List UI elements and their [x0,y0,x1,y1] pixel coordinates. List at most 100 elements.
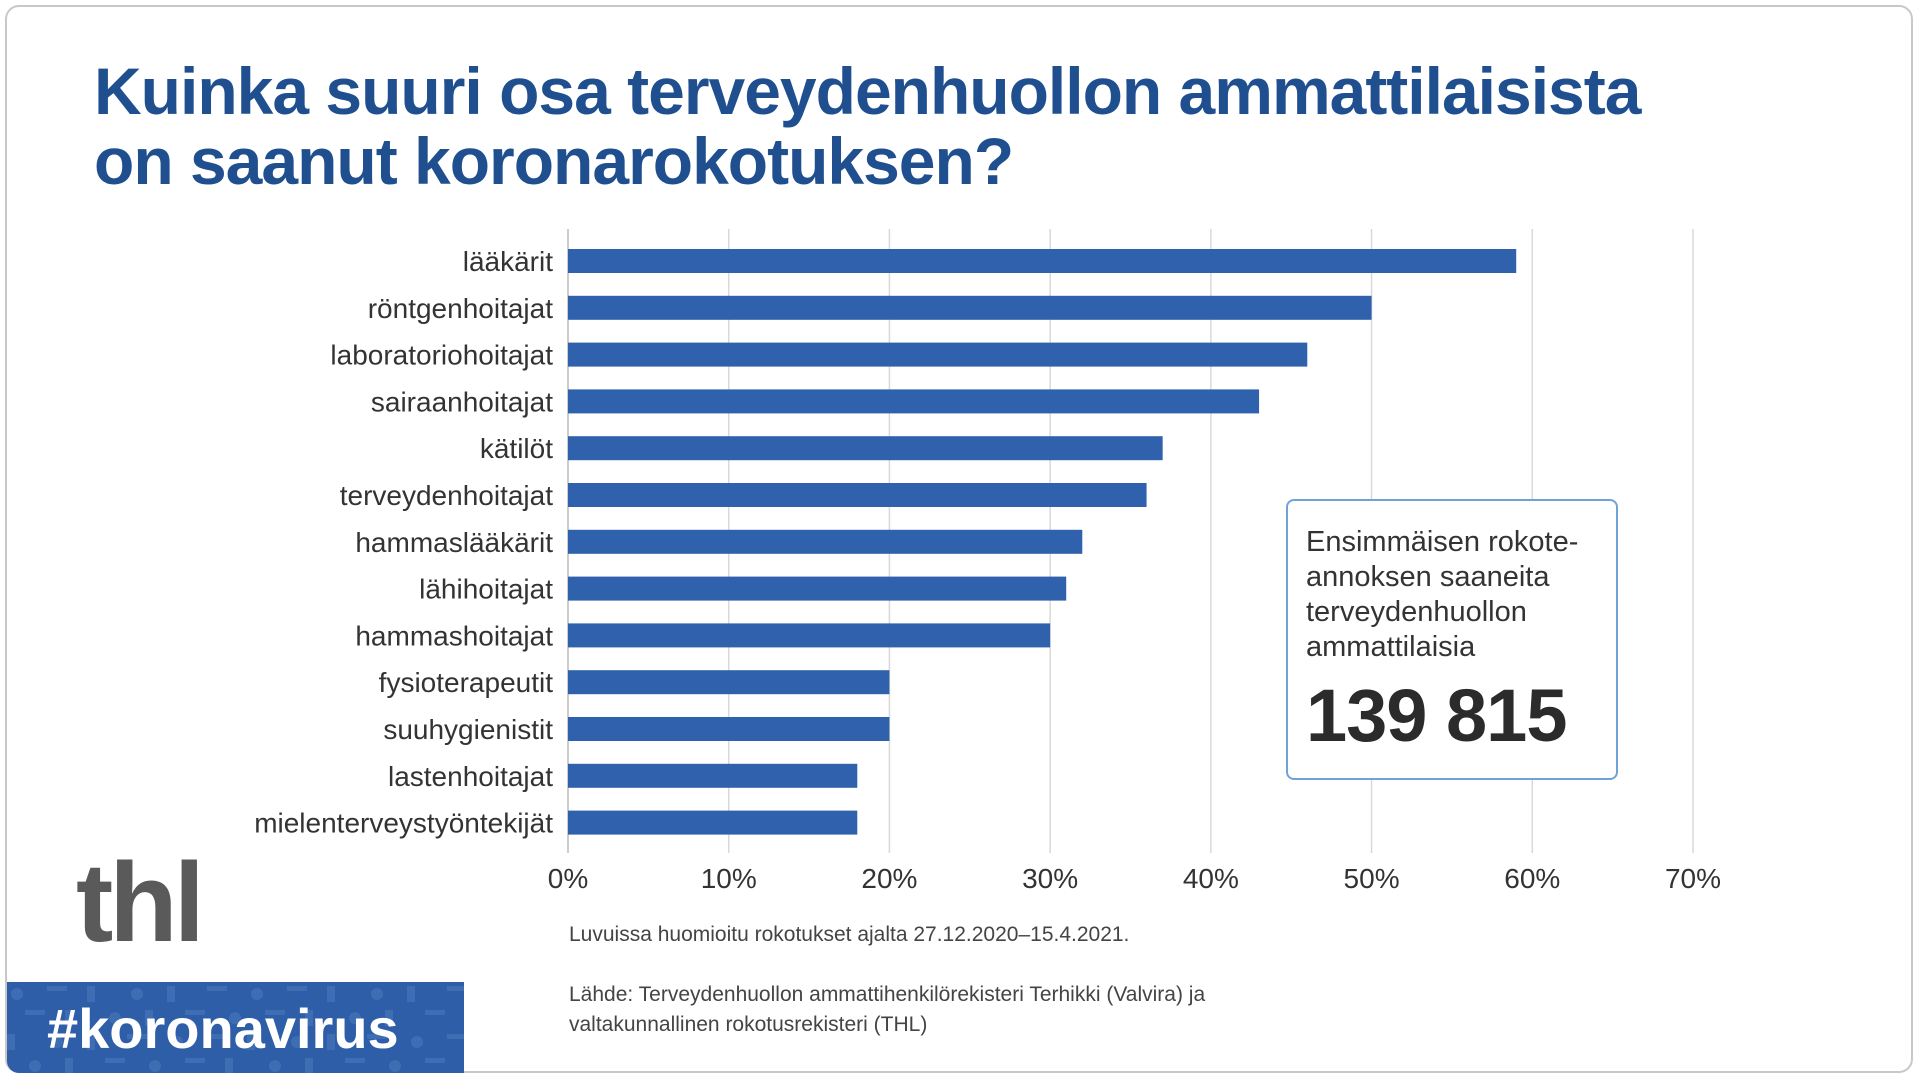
pattern-shape [51,1036,63,1048]
title-line-2: on saanut koronarokotuksen? [94,124,1014,198]
pattern-shape [185,1058,205,1063]
pattern-shape [145,1010,153,1026]
callout-line: ammattilaisia [1306,631,1476,663]
pattern-shape [327,986,335,1002]
category-label: hammashoitajat [355,620,553,651]
pattern-shape [131,988,143,1000]
x-tick-label: 50% [1344,863,1400,894]
pattern-shape [371,988,383,1000]
bar-hammaslääkärit [568,529,1083,554]
pattern-shape [425,1010,445,1015]
callout-line: Ensimmäisen rokote- [1306,526,1579,558]
pattern-shape [447,1034,464,1039]
pattern-shape [207,986,227,991]
bar-terveydenhoitajat [568,483,1147,507]
x-tick-label: 20% [861,863,917,894]
bar-lähihoitajat [568,576,1067,601]
x-tick-label: 70% [1665,863,1721,894]
pattern-shape [87,1034,95,1050]
source-note: Lähde: Terveydenhuollon ammattihenkilöre… [569,980,1205,1040]
category-label: mielenterveystyöntekijät [254,808,553,839]
callout-line: annoksen saaneita [1306,561,1550,593]
pattern-shape [385,1010,393,1026]
x-tick-label: 10% [701,863,757,894]
card-frame [5,5,1913,1073]
pattern-shape [447,986,464,991]
bar-lääkärit [568,249,1517,273]
bar-lastenhoitajat [568,763,858,788]
pattern-shape [291,1036,303,1048]
thl-logo: thl [76,840,205,965]
pattern-shape [327,1034,335,1050]
source-line: Lähde: Terveydenhuollon ammattihenkilöre… [569,983,1206,1006]
pattern-shape [207,1034,227,1039]
category-label: sairaanhoitajat [371,386,553,417]
pattern-shape [87,986,95,1002]
pattern-shape [47,986,67,991]
pattern-shape [225,1058,233,1073]
chart-title: Kuinka suuri osa terveydenhuollon ammatt… [94,54,1641,198]
pattern-shape [29,1060,41,1072]
category-label: lastenhoitajat [388,761,553,792]
bar-sairaanhoitajat [568,389,1260,414]
pattern-shape [251,988,263,1000]
pattern-shape [171,1036,183,1048]
pattern-shape [349,1012,361,1024]
title-line-1: Kuinka suuri osa terveydenhuollon ammatt… [94,54,1641,128]
pattern-shape [345,1058,365,1063]
pattern-shape [127,1034,147,1039]
pattern-shape [411,1036,423,1048]
pattern-shape [269,1060,281,1072]
callout-text: Ensimmäisen rokote- annoksen saaneita te… [1306,525,1598,665]
pattern-shape [229,1012,241,1024]
bar-laboratoriohoitajat [568,342,1308,367]
pattern-shape [305,1058,313,1073]
x-tick-label: 40% [1183,863,1239,894]
pattern-shape [265,1010,285,1015]
category-label: kätilöt [480,433,553,464]
category-label: röntgenhoitajat [368,293,553,324]
category-label: suuhygienistit [383,714,553,745]
pattern-shape [65,1058,73,1073]
category-label: hammaslääkärit [355,527,553,558]
bar-suuhygienistit [568,717,890,741]
category-label: laboratoriohoitajat [330,340,553,371]
period-note: Luvuissa huomioitu rokotukset ajalta 27.… [569,923,1130,946]
pattern-shape [389,1060,401,1072]
bar-chart: 0% 10% 20% 30% 40% 50% 60% 70% lääkärit röntgenho… [254,229,1721,894]
bar-mielenterveystyöntekijät [568,810,858,835]
pattern-shape [105,1058,125,1063]
pattern-shape [425,1058,445,1063]
vaccinated-count-callout: Ensimmäisen rokote- annoksen saaneita te… [1286,499,1618,780]
bar-hammashoitajat [568,623,1051,648]
category-label: terveydenhoitajat [340,480,553,511]
bar-fysioterapeutit [568,670,890,695]
hashtag-banner: #koronavirus [7,982,464,1073]
pattern-shape [25,1010,45,1015]
bar-kätilöt [568,436,1163,461]
banner-pattern [7,986,464,1073]
pattern-shape [7,1034,15,1050]
source-line: valtakunnallinen rokotusrekisteri (THL) [569,1013,928,1036]
pattern-shape [367,1034,387,1039]
pattern-shape [305,1010,313,1026]
callout-number: 139 815 [1306,674,1568,757]
pattern-shape [247,1034,255,1050]
hashtag-text: #koronavirus [47,997,399,1060]
pattern-shape [287,986,307,991]
x-tick-label: 60% [1504,863,1560,894]
pattern-shape [185,1010,205,1015]
category-label: lähihoitajat [419,574,553,605]
category-label: fysioterapeutit [379,667,554,698]
pattern-shape [407,986,415,1002]
pattern-shape [149,1060,161,1072]
pattern-shape [167,986,175,1002]
pattern-shape [11,988,23,1000]
category-label: lääkärit [463,246,553,277]
bar-röntgenhoitajat [568,295,1372,320]
callout-line: terveydenhuollon [1306,596,1527,628]
pattern-shape [65,1010,73,1026]
x-tick-label: 0% [548,863,588,894]
pattern-shape [109,1012,121,1024]
x-tick-label: 30% [1022,863,1078,894]
